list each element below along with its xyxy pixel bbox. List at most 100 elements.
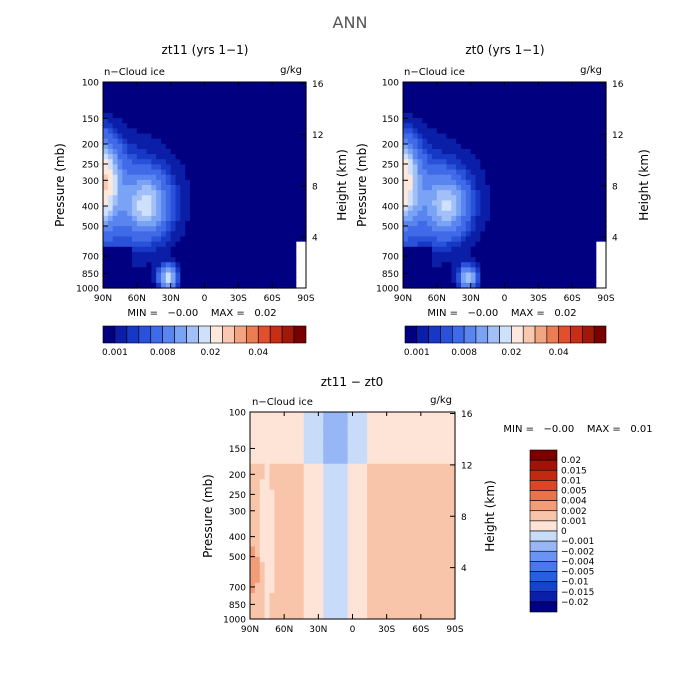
field-cell (269, 572, 275, 579)
field-cell (509, 112, 515, 119)
field-cell (185, 174, 191, 181)
field-cell (441, 174, 448, 181)
field-cell (386, 474, 393, 480)
field-cell (269, 556, 275, 563)
field-cell (156, 236, 162, 243)
field-cell (415, 541, 422, 548)
field-cell (323, 525, 329, 532)
field-cell (257, 262, 264, 268)
field-cell (425, 541, 432, 548)
field-cell (504, 174, 510, 181)
field-cell (417, 92, 423, 99)
field-cell (581, 97, 588, 104)
field-cell (567, 277, 573, 284)
field-cell (243, 190, 249, 196)
field-cell (291, 272, 297, 279)
field-cell (308, 453, 315, 460)
field-cell (403, 123, 409, 129)
field-cell (117, 282, 123, 289)
field-cell (509, 215, 515, 222)
field-cell (425, 453, 432, 460)
field-cell (362, 479, 368, 486)
field-cell (475, 169, 481, 176)
field-cell (411, 587, 417, 594)
field-cell (386, 468, 393, 475)
field-cell (562, 118, 568, 124)
field-cell (293, 541, 300, 548)
field-cell (367, 525, 373, 532)
field-cell (435, 468, 441, 475)
field-cell (103, 226, 109, 232)
field-cell (170, 210, 177, 217)
field-cell (228, 169, 235, 176)
field-cell (298, 437, 305, 444)
field-cell (170, 92, 177, 99)
field-cell (274, 499, 280, 506)
field-cell (572, 82, 578, 88)
field-cell (567, 221, 573, 227)
field-cell (347, 567, 354, 574)
field-cell (461, 102, 467, 109)
field-cell (248, 133, 254, 140)
field-cell (362, 453, 368, 460)
field-cell (601, 282, 607, 289)
field-cell (323, 577, 329, 584)
field-cell (480, 159, 486, 165)
field-cell (289, 458, 295, 465)
field-cell (293, 432, 300, 439)
field-cell (199, 179, 206, 186)
field-cell (461, 282, 467, 289)
field-cell (141, 251, 148, 258)
field-cell (562, 164, 568, 171)
field-cell (185, 164, 191, 171)
field-cell (313, 427, 319, 434)
field-cell (117, 102, 123, 109)
field-cell (194, 257, 201, 263)
field-cell (289, 479, 295, 486)
field-cell (262, 241, 268, 248)
field-cell (427, 231, 433, 238)
field-cell (337, 412, 344, 418)
field-cell (456, 236, 462, 243)
field-cell (451, 128, 457, 135)
field-cell (601, 226, 607, 232)
field-cell (301, 159, 307, 165)
field-cell (396, 572, 402, 579)
field-cell (286, 215, 293, 222)
field-cell (425, 489, 432, 496)
field-cell (441, 159, 448, 165)
field-cell (376, 546, 383, 553)
field-cell (596, 159, 602, 165)
field-cell (161, 92, 167, 99)
field-cell (233, 241, 239, 248)
field-cell (112, 112, 119, 119)
field-cell (470, 169, 477, 176)
field-cell (190, 143, 196, 150)
field-cell (238, 205, 244, 212)
field-cell (446, 159, 452, 165)
field-cell (403, 200, 409, 207)
field-cell (480, 82, 486, 88)
field-cell (190, 97, 196, 104)
field-cell (250, 531, 256, 537)
field-cell (103, 179, 109, 186)
field-cell (386, 432, 393, 439)
field-cell (269, 458, 275, 465)
field-cell (475, 112, 481, 119)
field-cell (180, 251, 186, 258)
field-cell (267, 215, 273, 222)
field-cell (475, 200, 481, 207)
field-cell (586, 226, 593, 232)
field-cell (151, 107, 157, 114)
field-cell (352, 525, 358, 532)
field-cell (103, 92, 109, 99)
field-cell (367, 531, 373, 537)
field-cell (403, 190, 409, 196)
field-cell (298, 505, 305, 511)
field-cell (470, 185, 477, 191)
field-cell (248, 92, 254, 99)
field-cell (267, 107, 273, 114)
field-cell (289, 494, 295, 501)
field-cell (122, 174, 128, 181)
field-cell (199, 118, 206, 124)
